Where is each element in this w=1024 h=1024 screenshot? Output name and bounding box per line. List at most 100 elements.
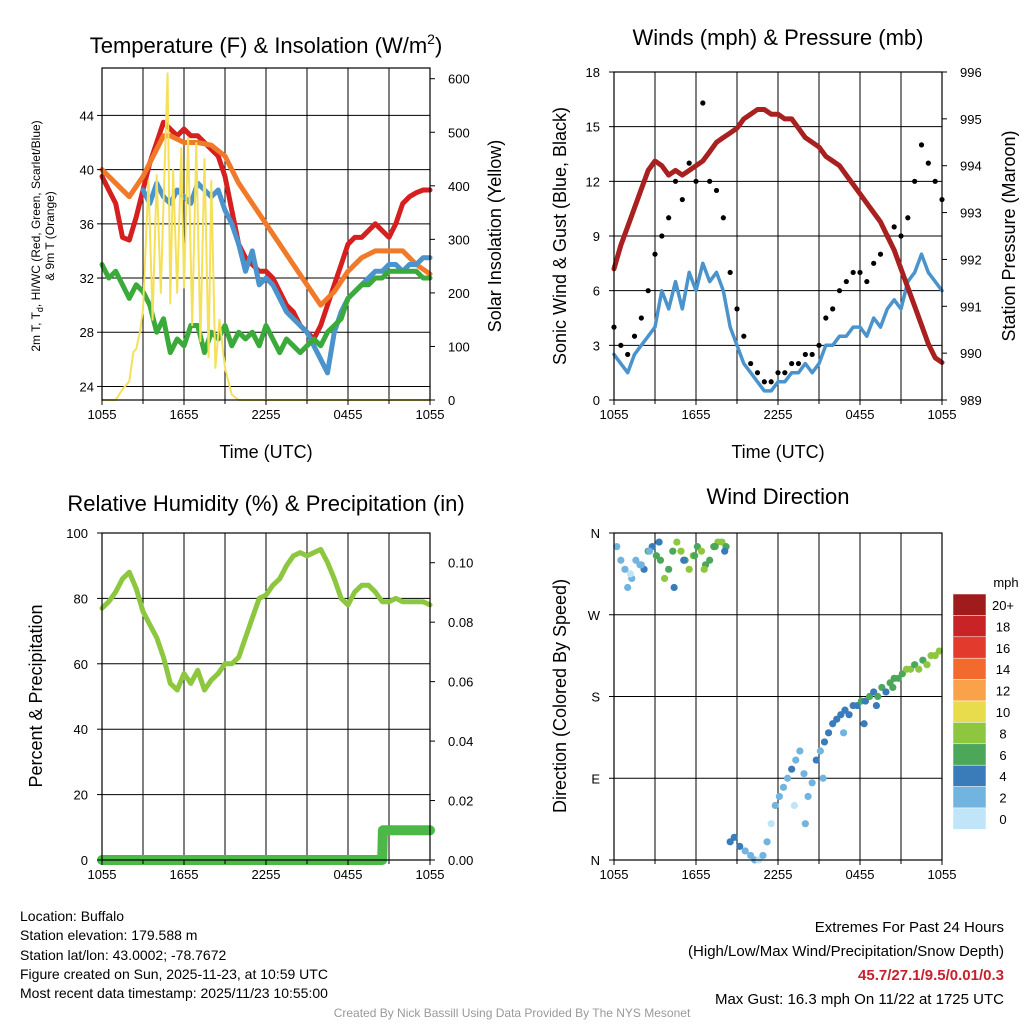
winds-series-gust-point <box>898 233 904 239</box>
wind-direction-point <box>801 820 809 828</box>
insolation-right-tick-label: 200 <box>448 286 470 301</box>
wind-direction-point <box>700 565 708 573</box>
wind-direction-point <box>771 801 779 810</box>
winds-series-gust-point <box>720 215 726 221</box>
winds-series-gust-point <box>679 196 685 203</box>
temperature-plot-area: 1055 1655 2255 0455 1055 24 28 32 36 40 44 0 100 200 3… <box>80 67 470 422</box>
legend-swatch <box>952 636 987 659</box>
legend-label: 2 <box>999 791 1006 806</box>
winds-series-gust-point <box>836 288 843 294</box>
wind-direction-point <box>792 756 800 764</box>
legend-label: 4 <box>999 769 1006 784</box>
temperature-series-2m-t <box>99 119 433 342</box>
temperature-x-tick-label: 1055 <box>88 407 117 422</box>
precip-right-tick-label: 0.10 <box>448 556 473 571</box>
winds-series-gust-point <box>775 370 781 376</box>
winds-series-gust-point <box>618 342 624 348</box>
station-elevation: Station elevation: 179.588 m <box>20 927 198 944</box>
winds-series-gust-point <box>823 315 829 321</box>
wind-direction-left-tick-label: W <box>588 608 601 623</box>
humidity-left-tick-label: 0 <box>81 853 88 868</box>
pressure-right-tick-label: 995 <box>960 112 982 127</box>
wind-direction-point <box>680 556 688 564</box>
wind-direction-point <box>697 547 706 555</box>
temperature-x-tick-label: 2255 <box>252 407 281 422</box>
winds-series-gust-point <box>857 269 863 276</box>
wind-direction-point <box>613 543 621 551</box>
wind-direction-point <box>796 747 804 755</box>
winds-series-gust-point <box>891 224 897 230</box>
humidity-x-tick-label: 1655 <box>170 867 199 882</box>
wind-direction-point <box>935 647 943 655</box>
insolation-right-tick-label: 0 <box>448 393 455 408</box>
winds-series-gust-point <box>782 370 788 376</box>
winds-panel-title: Winds (mph) & Pressure (mb) <box>633 25 924 50</box>
wind-direction-point <box>655 538 663 546</box>
winds-series-gust-point <box>768 379 774 385</box>
winds-x-tick-label: 2255 <box>764 407 793 422</box>
winds-left-tick-label: 18 <box>586 65 600 80</box>
winds-plot-area: 1055 1655 2255 0455 105503691215189899909919… <box>586 65 982 422</box>
insolation-right-tick-label: 300 <box>448 232 470 247</box>
winds-series-gust-point <box>700 100 706 106</box>
legend-label: 10 <box>996 705 1010 720</box>
humidity-x-tick-label: 2255 <box>252 867 281 882</box>
winds-series-gust-point <box>638 315 644 321</box>
extremes-subtitle: (High/Low/Max Wind/Precipitation/Snow De… <box>688 943 1004 960</box>
winds-x-axis-label: Time (UTC) <box>731 442 824 462</box>
wind-direction-point <box>741 847 749 855</box>
wind-direction-point <box>645 547 654 555</box>
humidity-left-axis-label: Percent & Precipitation <box>26 604 46 787</box>
legend-swatch <box>952 786 987 809</box>
temperature-x-tick-label: 0455 <box>334 407 363 422</box>
wind-direction-point <box>816 747 824 755</box>
winds-series-gust-point <box>666 215 672 221</box>
winds-left-axis-label: Sonic Wind & Gust (Blue, Black) <box>550 107 570 365</box>
humidity-panel-title: Relative Humidity (%) & Precipitation (i… <box>67 491 464 516</box>
temperature-left-tick-label: 24 <box>80 379 94 394</box>
legend-swatch <box>952 722 987 745</box>
winds-series-gust-point <box>652 251 658 257</box>
insolation-right-tick-label: 400 <box>448 179 470 194</box>
temperature-left-tick-label: 36 <box>80 217 94 232</box>
humidity-left-tick-label: 60 <box>74 657 88 672</box>
winds-series-gust-point <box>802 351 808 358</box>
humidity-plot-area: 1055 1655 2255 0455 10550204060801000.000.02… <box>66 526 473 882</box>
winds-series-gust-point <box>871 260 877 266</box>
precip-right-tick-label: 0.06 <box>448 675 473 690</box>
wind-direction-left-tick-label: E <box>591 771 600 786</box>
temperature-series-td <box>99 262 433 356</box>
temperature-series-hi-wc <box>140 180 433 376</box>
wind-direction-panel-title: Wind Direction <box>706 484 849 509</box>
insolation-right-tick-label: 100 <box>448 339 470 354</box>
winds-series-gust-point <box>686 160 692 166</box>
wind-direction-point <box>670 583 678 592</box>
temperature-left-tick-label: 40 <box>80 163 94 178</box>
wind-direction-x-tick-label: 1655 <box>682 867 711 882</box>
winds-series-gust-point <box>713 187 720 194</box>
temperature-left-tick-label: 28 <box>80 325 94 340</box>
pressure-right-tick-label: 989 <box>960 393 982 408</box>
humidity-left-tick-label: 100 <box>66 526 88 541</box>
figure-created: Figure created on Sun, 2025-11-23, at 10… <box>20 965 328 982</box>
extremes-values: 45.7/27.1/9.5/0.01/0.3 <box>858 967 1004 984</box>
pressure-right-tick-label: 991 <box>960 299 982 314</box>
humidity-x-tick-label: 1055 <box>88 867 117 882</box>
wind-direction-point <box>872 701 881 710</box>
winds-series-gust-point <box>645 288 651 294</box>
precip-right-tick-label: 0.00 <box>448 853 473 868</box>
wind-direction-point <box>845 711 853 719</box>
winds-series-gust-point <box>659 233 665 239</box>
recent-data-timestamp: Most recent data timestamp: 2025/11/23 1… <box>20 985 328 1002</box>
winds-series-gust-point <box>925 160 931 166</box>
wind-direction-point <box>759 851 767 860</box>
wind-direction-point <box>775 792 783 801</box>
wind-direction-point <box>808 779 816 787</box>
winds-series-gust-point <box>850 269 856 276</box>
wind-direction-point <box>660 574 669 583</box>
winds-series-gust-point <box>789 360 795 367</box>
winds-series-gust-point <box>727 269 733 276</box>
speed-color-legend: 20+ 18 16 14 12 10 8 6 4 2 0 <box>952 593 1014 830</box>
wind-direction-point <box>673 538 681 546</box>
